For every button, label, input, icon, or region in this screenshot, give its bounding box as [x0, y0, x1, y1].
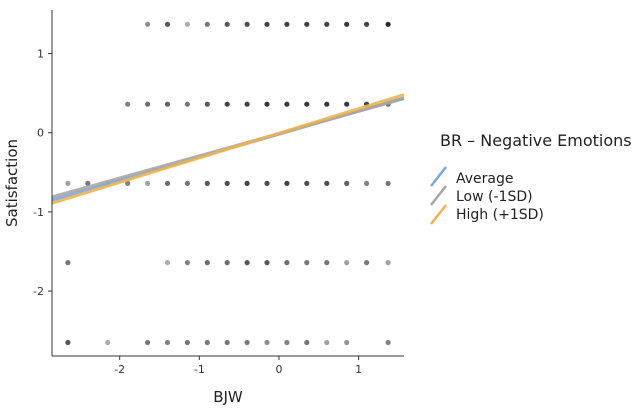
- data-point: [145, 339, 151, 346]
- y-tick-label: -1: [33, 206, 44, 219]
- data-point: [264, 180, 270, 186]
- legend-label-high: High (+1SD): [456, 207, 544, 223]
- legend-key-average: [430, 166, 447, 187]
- data-point: [105, 339, 111, 346]
- legend-label-low: Low (-1SD): [456, 189, 533, 205]
- data-point: [244, 180, 250, 186]
- data-point: [264, 101, 270, 107]
- data-point: [224, 101, 230, 107]
- data-point: [264, 260, 270, 266]
- data-point: [204, 180, 210, 186]
- data-point: [65, 339, 71, 346]
- data-point: [324, 260, 330, 266]
- data-point: [204, 21, 210, 27]
- data-point: [304, 21, 310, 27]
- data-point: [184, 339, 190, 346]
- x-tick-label: -2: [114, 363, 125, 376]
- y-tick-label: 1: [37, 48, 44, 61]
- data-point: [304, 260, 310, 266]
- data-point: [284, 339, 290, 346]
- data-point: [344, 180, 350, 186]
- data-point: [244, 101, 250, 107]
- data-point: [224, 260, 230, 266]
- data-point: [125, 101, 131, 107]
- data-point: [264, 21, 270, 27]
- data-point: [324, 339, 330, 346]
- x-tick-label: 1: [355, 363, 362, 376]
- legend-title: BR – Negative Emotions: [440, 131, 632, 150]
- data-point: [364, 180, 370, 186]
- data-point: [164, 101, 171, 107]
- data-point: [184, 180, 190, 186]
- data-point: [85, 180, 91, 186]
- data-point: [304, 339, 310, 346]
- regression-line-high: [51, 93, 405, 205]
- data-point: [244, 260, 250, 266]
- data-point: [385, 180, 391, 186]
- data-point: [385, 260, 391, 266]
- data-point: [344, 260, 350, 266]
- legend-key-high: [430, 204, 447, 225]
- legend-item-low: Low (-1SD): [430, 185, 533, 206]
- data-point: [344, 101, 350, 107]
- data-point: [204, 260, 210, 266]
- data-point: [304, 101, 310, 107]
- data-point: [284, 180, 290, 186]
- data-point: [224, 339, 230, 346]
- data-point: [164, 339, 171, 346]
- data-point: [164, 180, 171, 186]
- ticks: -2 -1 0 1 -2 -1 0 1: [33, 48, 362, 376]
- data-point: [164, 21, 171, 27]
- data-point: [145, 21, 151, 27]
- data-point: [184, 101, 190, 107]
- data-point: [145, 101, 151, 107]
- axes: [51, 10, 404, 357]
- data-point: [284, 21, 290, 27]
- data-point: [224, 21, 230, 27]
- data-point: [284, 260, 290, 266]
- data-point: [324, 180, 330, 186]
- data-point: [385, 21, 391, 27]
- data-point: [344, 21, 350, 27]
- legend: BR – Negative Emotions Average Low (-1SD…: [430, 131, 632, 225]
- legend-label-average: Average: [456, 171, 514, 187]
- legend-item-high: High (+1SD): [430, 204, 544, 225]
- data-point: [364, 21, 370, 27]
- data-point: [184, 260, 190, 266]
- data-point: [385, 339, 391, 346]
- data-point: [204, 339, 210, 346]
- regression-lines: [51, 93, 405, 205]
- scatter-points: [65, 21, 391, 346]
- legend-key-low: [430, 185, 447, 206]
- x-axis-label: BJW: [213, 388, 243, 406]
- data-point: [284, 101, 290, 107]
- data-point: [304, 180, 310, 186]
- y-axis-label: Satisfaction: [3, 139, 21, 227]
- data-point: [344, 339, 350, 346]
- data-point: [65, 180, 71, 186]
- data-point: [164, 260, 171, 266]
- data-point: [65, 260, 71, 266]
- data-point: [204, 101, 210, 107]
- x-tick-label: -1: [194, 363, 205, 376]
- data-point: [264, 339, 270, 346]
- data-point: [244, 339, 250, 346]
- data-point: [324, 101, 330, 107]
- x-tick-label: 0: [275, 363, 282, 376]
- data-point: [125, 180, 131, 186]
- data-point: [224, 180, 230, 186]
- data-point: [364, 260, 370, 266]
- data-point: [244, 21, 250, 27]
- data-point: [324, 21, 330, 27]
- data-point: [145, 180, 151, 186]
- y-tick-label: 0: [37, 127, 44, 140]
- data-point: [184, 21, 190, 27]
- y-tick-label: -2: [33, 285, 44, 298]
- legend-item-average: Average: [430, 166, 514, 187]
